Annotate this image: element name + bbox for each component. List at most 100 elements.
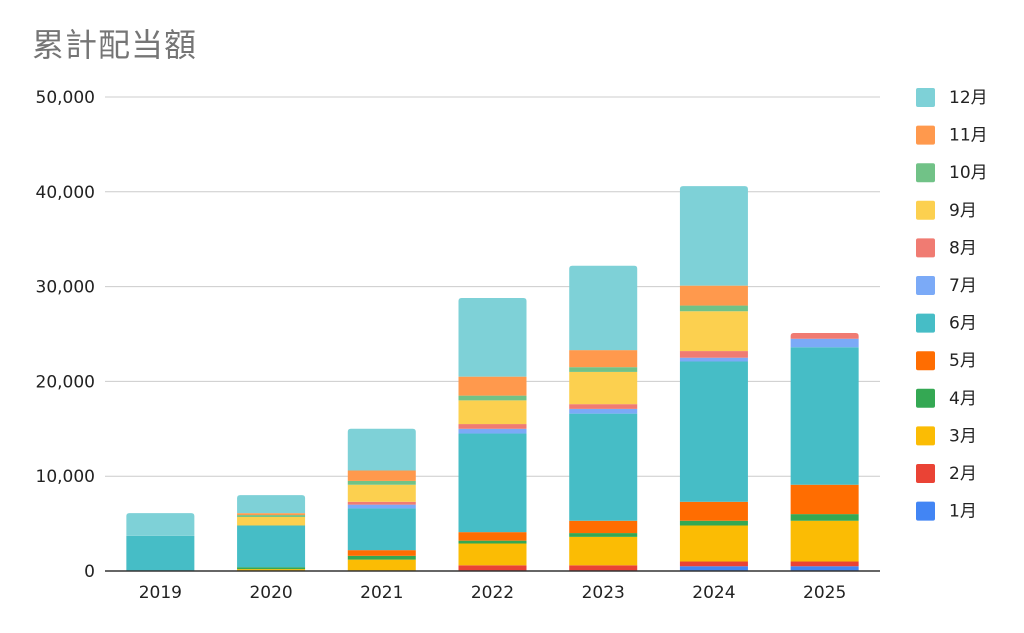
bar-segment	[569, 404, 638, 409]
bar-segment	[679, 311, 748, 352]
x-tick-label: 2020	[249, 583, 292, 603]
legend-label: 7月	[949, 276, 977, 296]
legend-item: 4月	[916, 388, 977, 409]
legend-swatch	[916, 351, 935, 371]
x-tick-label: 2022	[471, 583, 514, 603]
legend-label: 8月	[949, 238, 977, 258]
legend-item: 8月	[916, 238, 977, 258]
bar-segment	[347, 504, 416, 509]
bar-segment	[237, 569, 306, 571]
bar-segment	[126, 535, 195, 571]
legend-item: 7月	[916, 276, 977, 296]
bar-segment	[569, 408, 638, 414]
x-tick-label: 2023	[582, 583, 625, 603]
legend-item: 12月	[916, 88, 988, 108]
bar-segment	[569, 520, 638, 534]
legend-swatch	[916, 426, 935, 446]
x-tick-label: 2025	[803, 583, 846, 603]
bar-segment	[679, 357, 748, 362]
legend-swatch	[916, 125, 935, 145]
x-tick-label: 2019	[139, 583, 182, 603]
bar-segment	[347, 555, 416, 560]
chart-title: 累計配当額	[32, 26, 198, 64]
legend-label: 9月	[949, 201, 977, 221]
bar-stack-2025	[790, 333, 859, 571]
y-tick-label: 10,000	[36, 467, 95, 487]
bar-segment	[790, 333, 859, 339]
legend-label: 5月	[949, 351, 977, 371]
legend-item: 1月	[916, 502, 977, 522]
legend-swatch	[916, 200, 935, 220]
legend-item: 10月	[916, 163, 988, 183]
x-tick-label: 2024	[692, 583, 735, 603]
bar-segment	[347, 428, 416, 471]
bar-stack-2021	[347, 428, 416, 571]
bar-segment	[790, 514, 859, 521]
bar-stack-2020	[237, 495, 306, 571]
legend-item: 11月	[916, 125, 988, 146]
legend-label: 6月	[949, 314, 977, 334]
legend-label: 2月	[949, 464, 977, 484]
bar-segment	[679, 520, 748, 526]
bar-segment	[790, 347, 859, 485]
bar-segment	[679, 566, 748, 571]
bar-segment	[679, 285, 748, 306]
legend-swatch	[916, 163, 935, 183]
bar-segment	[458, 424, 527, 429]
legend-item: 2月	[916, 464, 977, 484]
legend-swatch	[916, 313, 935, 333]
bar-segment	[458, 428, 527, 434]
legend-swatch	[916, 88, 935, 107]
bar-segment	[679, 561, 748, 567]
x-axis-ticks: 2019 2020 2021 2022 2023 2024 2025	[139, 583, 847, 603]
y-tick-label: 0	[84, 562, 95, 582]
bar-segment	[347, 559, 416, 571]
bar-segment	[679, 351, 748, 358]
legend-item: 3月	[916, 426, 977, 446]
legend-item: 6月	[916, 313, 977, 334]
bar-segment	[347, 480, 416, 485]
y-tick-label: 20,000	[36, 372, 95, 392]
bar-segment	[790, 484, 859, 515]
bar-segment	[347, 470, 416, 481]
legend-item: 9月	[916, 200, 977, 221]
bar-stacks	[105, 186, 880, 572]
bar-segment	[347, 484, 416, 502]
bar-segment	[790, 338, 859, 348]
legend-item: 5月	[916, 351, 977, 371]
bar-segment	[569, 413, 638, 521]
bar-segment	[458, 543, 527, 566]
bar-segment	[458, 297, 527, 377]
bar-segment	[569, 367, 638, 372]
bar-stack-2023	[569, 265, 638, 571]
bar-segment	[679, 525, 748, 562]
legend-label: 12月	[949, 88, 988, 108]
bar-segment	[237, 513, 306, 516]
legend-label: 3月	[949, 426, 977, 446]
bar-stack-2024	[679, 186, 748, 571]
bar-segment	[458, 395, 527, 401]
y-axis-ticks: 0 10,000 20,000 30,000 40,000 50,000	[36, 88, 95, 582]
bar-stack-2019	[126, 513, 195, 571]
legend-swatch	[916, 388, 935, 408]
legend-label: 11月	[949, 126, 988, 146]
bar-segment	[679, 361, 748, 502]
bar-segment	[569, 565, 638, 571]
bar-segment	[458, 532, 527, 541]
bar-segment	[237, 495, 306, 514]
bar-segment	[347, 508, 416, 551]
bar-segment	[679, 305, 748, 312]
legend-swatch	[916, 276, 935, 295]
bar-segment	[347, 550, 416, 556]
bar-segment	[237, 516, 306, 526]
legend-label: 4月	[949, 389, 977, 409]
bar-segment	[679, 501, 748, 521]
x-tick-label: 2021	[360, 583, 403, 603]
bar-segment	[790, 520, 859, 562]
legend-swatch	[916, 238, 935, 258]
bar-segment	[237, 567, 306, 570]
legend-label: 1月	[949, 502, 977, 522]
bar-segment	[458, 400, 527, 425]
bar-segment	[679, 186, 748, 286]
bar-segment	[237, 525, 306, 568]
